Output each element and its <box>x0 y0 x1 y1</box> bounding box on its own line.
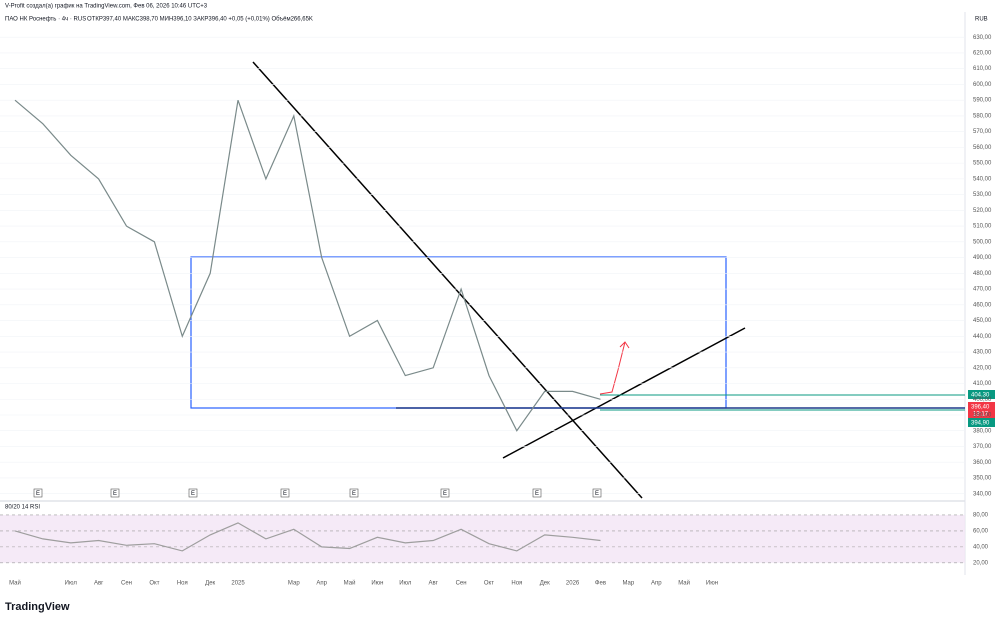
y-tick-label: 430,00 <box>973 350 992 356</box>
forecast-arrow <box>599 341 626 395</box>
x-tick-label: Июл <box>65 581 78 587</box>
currency: RUB <box>975 17 988 23</box>
x-tick-label: Апр <box>651 581 662 587</box>
y-tick-label: 60,00 <box>973 528 989 534</box>
earnings-marker <box>532 488 542 498</box>
y-tick-label: 590,00 <box>973 98 992 104</box>
rsi-title: 80/20 14 RSI <box>5 505 40 511</box>
y-tick-label: 630,00 <box>973 35 992 41</box>
y-tick-label: 40,00 <box>973 544 989 550</box>
y-tick-label: 610,00 <box>973 66 992 72</box>
y-tick-label: 450,00 <box>973 318 992 324</box>
x-tick-label: 2025 <box>231 581 245 587</box>
x-tick-label: Сен <box>456 581 467 587</box>
price-tag-label: 404,30 <box>971 393 990 399</box>
x-tick-label: Май <box>344 580 356 587</box>
earnings-marker <box>33 488 43 498</box>
earnings-marker <box>592 488 602 498</box>
logo: TradingView <box>5 601 70 613</box>
price-line <box>14 99 601 432</box>
y-tick-label: 80,00 <box>973 513 989 519</box>
price-tag-label: 396,40 <box>971 405 990 411</box>
price-line <box>14 522 601 552</box>
y-tick-label: 470,00 <box>973 287 992 293</box>
earnings-marker-label: E <box>283 491 287 497</box>
earnings-marker <box>440 488 450 498</box>
x-tick-label: Ноя <box>511 581 522 587</box>
price-tag-label: 394,90 <box>971 421 990 427</box>
y-tick-label: 500,00 <box>973 239 992 245</box>
x-tick-label: Сен <box>121 581 132 587</box>
y-tick-label: 510,00 <box>973 224 992 230</box>
y-tick-label: 380,00 <box>973 428 992 434</box>
y-tick-label: 350,00 <box>973 476 992 482</box>
forecast-arrow-head <box>619 341 630 349</box>
x-tick-label: Ноя <box>177 581 188 587</box>
earnings-marker <box>188 488 198 498</box>
x-tick-label: Июн <box>706 581 718 587</box>
x-tick-label: Авг <box>94 581 104 587</box>
y-tick-label: 410,00 <box>973 381 992 387</box>
y-tick-label: 490,00 <box>973 255 992 261</box>
x-tick-label: Мар <box>288 581 300 587</box>
y-tick-label: 390,00 <box>973 413 992 419</box>
y-tick-label: 520,00 <box>973 208 992 214</box>
y-tick-label: 370,00 <box>973 444 992 450</box>
y-tick-label: 620,00 <box>973 51 992 57</box>
y-tick-label: 460,00 <box>973 302 992 308</box>
x-tick-label: Май <box>678 580 690 587</box>
x-tick-label: Окт <box>149 581 159 587</box>
earnings-marker-label: E <box>443 491 447 497</box>
earnings-marker <box>349 488 359 498</box>
x-tick-label: Июн <box>371 581 383 587</box>
x-tick-label: Окт <box>484 581 494 587</box>
price-tag <box>968 402 995 418</box>
x-tick-label: Авг <box>429 581 439 587</box>
y-tick-label: 550,00 <box>973 161 992 167</box>
y-tick-label: 560,00 <box>973 145 992 151</box>
x-tick-label: Мар <box>622 581 634 587</box>
y-tick-label: 440,00 <box>973 334 992 340</box>
trendline <box>252 61 643 499</box>
x-tick-label: Дек <box>205 581 215 587</box>
trendline <box>502 327 746 459</box>
earnings-marker <box>110 488 120 498</box>
y-tick-label: 580,00 <box>973 113 992 119</box>
attribution: V-Profit создал(а) график на TradingView… <box>5 4 208 10</box>
x-tick-label: Май <box>9 580 21 587</box>
earnings-marker-label: E <box>352 491 356 497</box>
price-tag <box>968 390 995 399</box>
rsi-band <box>0 514 965 563</box>
earnings-marker-label: E <box>113 491 117 497</box>
earnings-marker-label: E <box>595 491 599 497</box>
y-tick-label: 480,00 <box>973 271 992 277</box>
x-tick-label: Фев <box>595 581 606 587</box>
y-tick-label: 360,00 <box>973 460 992 466</box>
earnings-marker-label: E <box>535 491 539 497</box>
x-tick-label: 2026 <box>566 581 580 587</box>
earnings-marker-label: E <box>191 491 195 497</box>
y-tick-label: 420,00 <box>973 365 992 371</box>
y-tick-label: 600,00 <box>973 82 992 88</box>
x-tick-label: Дек <box>540 581 550 587</box>
y-tick-label: 340,00 <box>973 491 992 497</box>
y-tick-label: 400,00 <box>973 397 992 403</box>
symbol-title: ПАО НК Роснефть · 4ч · RUS <box>5 17 86 23</box>
price-tag <box>968 418 995 427</box>
earnings-marker-label: E <box>36 491 40 497</box>
countdown: 13:17 <box>973 412 989 418</box>
y-tick-label: 20,00 <box>973 560 989 566</box>
earnings-marker <box>280 488 290 498</box>
x-tick-label: Июл <box>399 581 412 587</box>
ohlc-legend: ОТКР397,40 МАКС398,70 МИН396,10 ЗАКР396,… <box>87 17 313 23</box>
y-tick-label: 540,00 <box>973 176 992 182</box>
y-tick-label: 570,00 <box>973 129 992 135</box>
x-tick-label: Апр <box>316 581 327 587</box>
y-tick-label: 530,00 <box>973 192 992 198</box>
